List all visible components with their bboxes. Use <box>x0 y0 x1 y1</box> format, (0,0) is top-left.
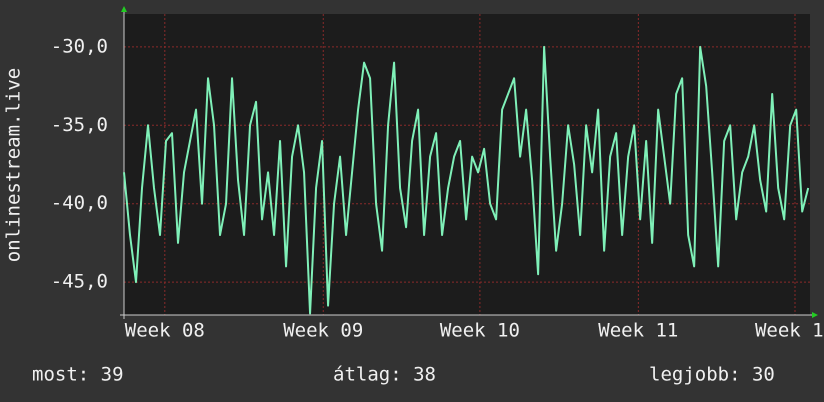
plot-area <box>124 14 810 315</box>
y-tick-label: -45,0 <box>51 271 108 293</box>
footer-stat: most: 39 <box>32 364 124 386</box>
footer-stat: legjobb: 30 <box>649 364 775 386</box>
x-tick-label: Week 09 <box>283 320 363 342</box>
y-tick-label: -40,0 <box>51 192 108 214</box>
x-tick-label: Week 12 <box>755 320 824 342</box>
y-axis-label: onlinestream.live <box>3 68 25 262</box>
x-tick-label: Week 10 <box>440 320 520 342</box>
y-tick-label: -30,0 <box>51 35 108 57</box>
data-line <box>123 45 810 315</box>
y-axis-arrow <box>121 6 127 12</box>
footer-stat: átlag: 38 <box>333 364 436 386</box>
x-tick-label: Week 11 <box>598 320 678 342</box>
y-tick-label: -35,0 <box>51 114 108 136</box>
x-axis-arrow <box>812 312 818 318</box>
x-tick-label: Week 08 <box>125 320 205 342</box>
